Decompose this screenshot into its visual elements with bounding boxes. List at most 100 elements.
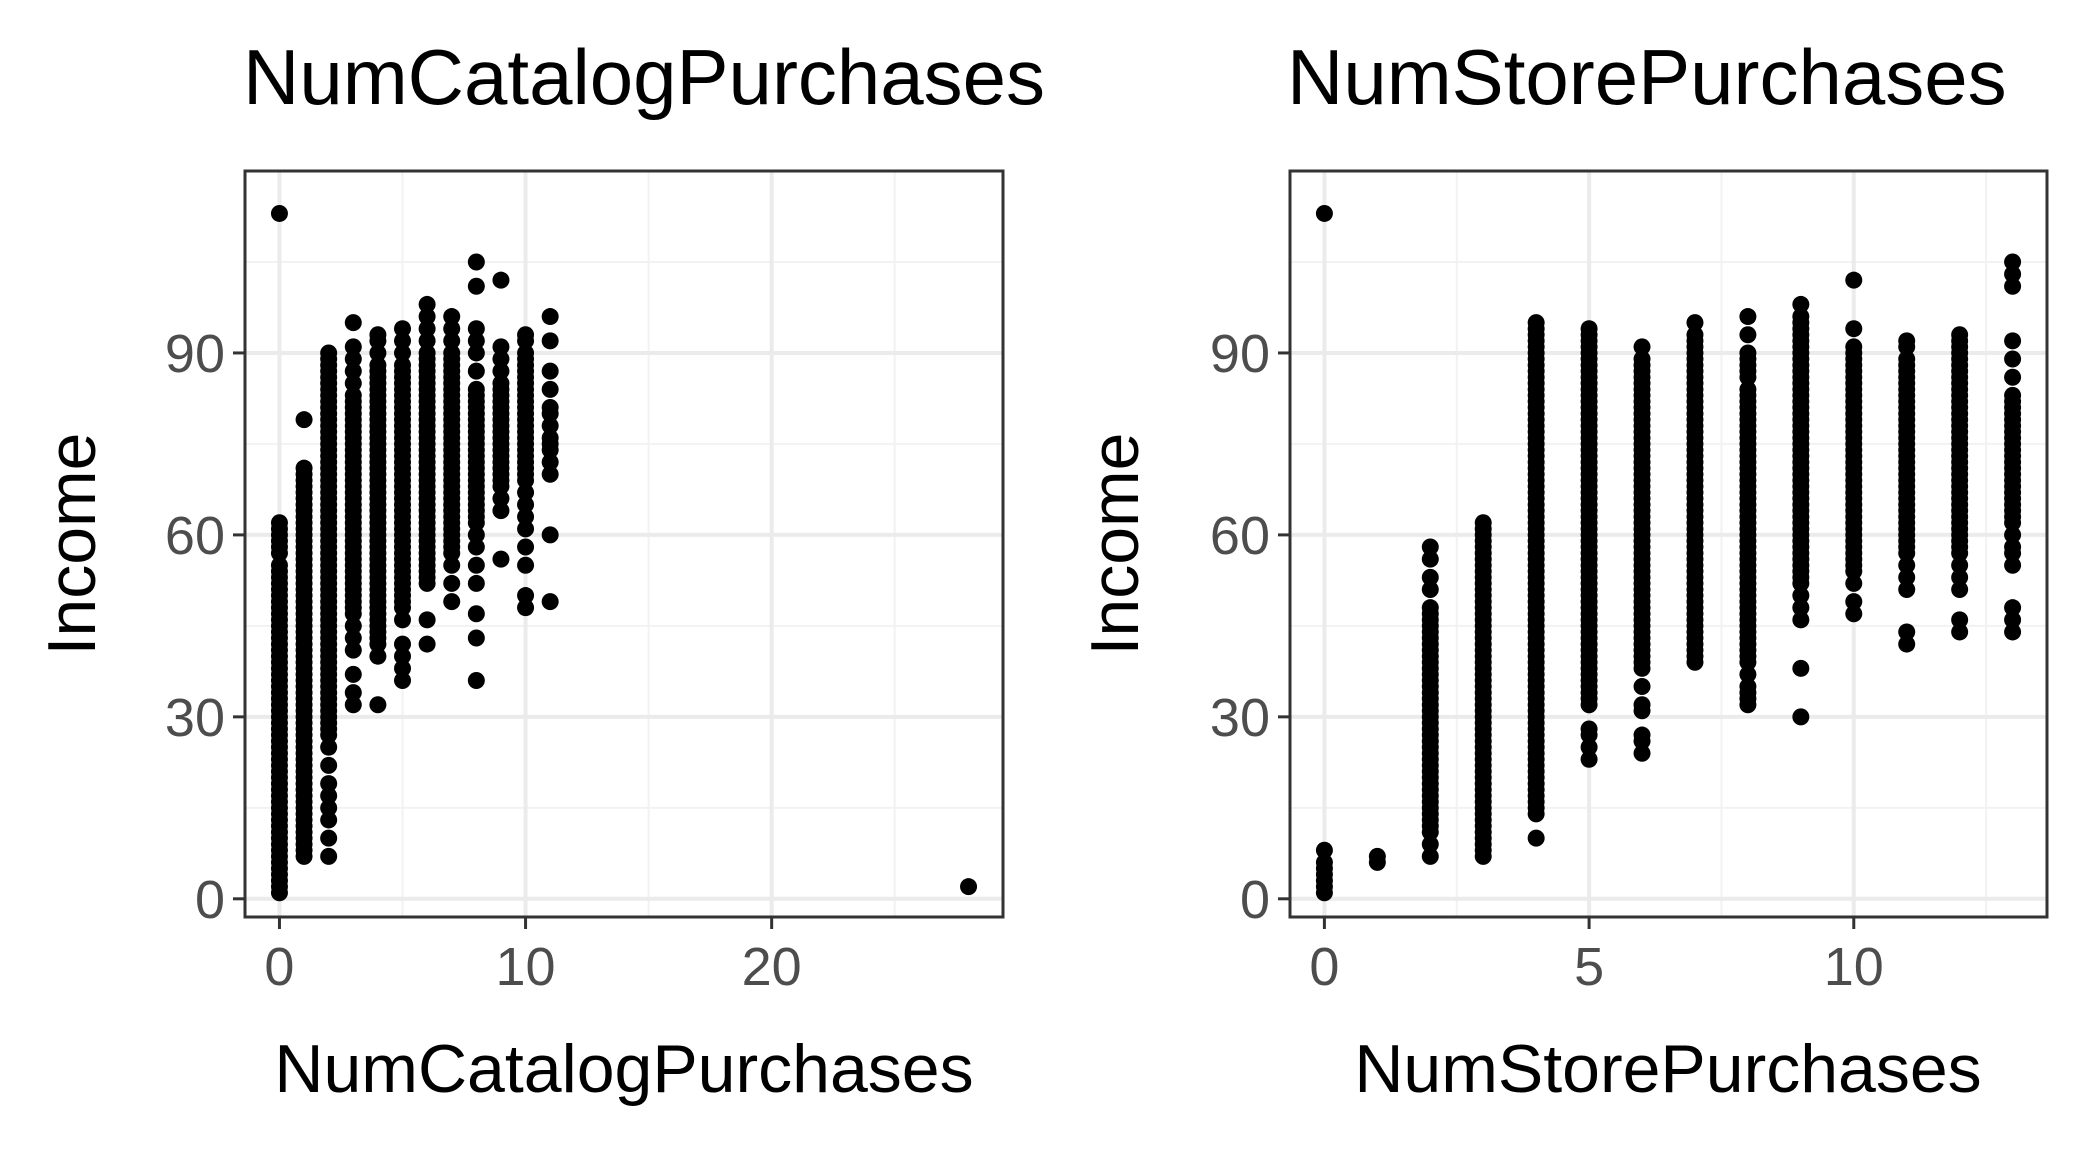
data-point (541, 308, 559, 326)
data-point (467, 277, 485, 295)
data-point (492, 271, 510, 289)
x-axis-title-store: NumStorePurchases (1354, 1031, 1981, 1107)
data-point (1421, 847, 1439, 865)
data-point (344, 641, 362, 659)
data-point (517, 508, 535, 526)
data-point (1633, 338, 1651, 356)
data-point (467, 629, 485, 647)
data-point (1739, 665, 1757, 683)
data-point (418, 635, 436, 653)
data-point (443, 574, 461, 592)
data-point (517, 587, 535, 605)
data-point (517, 538, 535, 556)
data-point (541, 399, 559, 417)
data-point (541, 453, 559, 471)
data-point (1898, 623, 1916, 641)
data-point (320, 344, 338, 362)
data-point (1580, 720, 1598, 738)
data-point (1898, 568, 1916, 586)
data-point (394, 671, 412, 689)
data-point (467, 526, 485, 544)
data-point (320, 756, 338, 774)
data-point (467, 671, 485, 689)
data-point (418, 320, 436, 338)
data-point (1845, 338, 1863, 356)
data-point (1686, 314, 1704, 332)
data-point (1739, 308, 1757, 326)
data-point (1633, 726, 1651, 744)
data-point (344, 684, 362, 702)
data-point (1739, 678, 1757, 696)
y-tick-label: 90 (165, 324, 225, 384)
data-point (541, 362, 559, 380)
data-point (517, 520, 535, 538)
data-point (2004, 332, 2022, 350)
data-point (369, 326, 387, 344)
y-axis-title-catalog: Income (34, 433, 110, 656)
data-point (492, 362, 510, 380)
data-point (1739, 344, 1757, 362)
data-point (1739, 326, 1757, 344)
data-point (394, 356, 412, 374)
data-point (2004, 599, 2022, 617)
data-point (369, 696, 387, 714)
panel-border-catalog (243, 169, 1005, 919)
data-point (541, 526, 559, 544)
data-point (1580, 738, 1598, 756)
data-point (394, 635, 412, 653)
data-point (1845, 593, 1863, 611)
data-point (517, 556, 535, 574)
plot-area-store (1290, 171, 2047, 917)
chart-panel-catalog: NumCatalogPurchases 0 10 20 0 30 60 90 NumCata… (34, 33, 1044, 1107)
data-point (1421, 599, 1439, 617)
data-point (467, 538, 485, 556)
data-point (492, 490, 510, 508)
data-point (394, 320, 412, 338)
data-point (344, 696, 362, 714)
data-point (2004, 277, 2022, 295)
data-point (344, 374, 362, 392)
data-point (960, 878, 978, 896)
data-point (541, 465, 559, 483)
y-tick-label: 30 (1210, 688, 1270, 748)
data-point (492, 502, 510, 520)
data-point (1421, 580, 1439, 598)
data-point (2004, 350, 2022, 368)
data-point (467, 605, 485, 623)
x-tick-label: 20 (742, 937, 802, 997)
ticks-catalog: 0 10 20 0 30 60 90 (165, 324, 802, 997)
data-point (467, 362, 485, 380)
data-point (2004, 386, 2022, 404)
data-point (517, 496, 535, 514)
data-point (270, 514, 288, 532)
data-point (1315, 204, 1333, 222)
data-point (541, 417, 559, 435)
data-point (344, 386, 362, 404)
data-point (1951, 623, 1969, 641)
data-point (541, 380, 559, 398)
data-point (1527, 314, 1545, 332)
data-point (1792, 295, 1810, 313)
data-point (2004, 265, 2022, 283)
data-point (2004, 556, 2022, 574)
data-point (320, 829, 338, 847)
x-tick-label: 0 (264, 937, 294, 997)
y-axis-title-store: Income (1077, 433, 1153, 656)
data-point (1951, 580, 1969, 598)
data-point (418, 295, 436, 313)
y-tick-label: 60 (1210, 506, 1270, 566)
data-point (344, 617, 362, 635)
data-point (1474, 514, 1492, 532)
x-axis-title-catalog: NumCatalogPurchases (274, 1031, 973, 1107)
data-point (541, 332, 559, 350)
data-point (517, 599, 535, 617)
data-point (1315, 853, 1333, 871)
data-point (492, 350, 510, 368)
data-point (394, 659, 412, 677)
data-point (270, 556, 288, 574)
y-tick-label: 60 (165, 506, 225, 566)
data-point (270, 204, 288, 222)
data-point (1792, 708, 1810, 726)
data-point (344, 350, 362, 368)
data-point (1739, 380, 1757, 398)
